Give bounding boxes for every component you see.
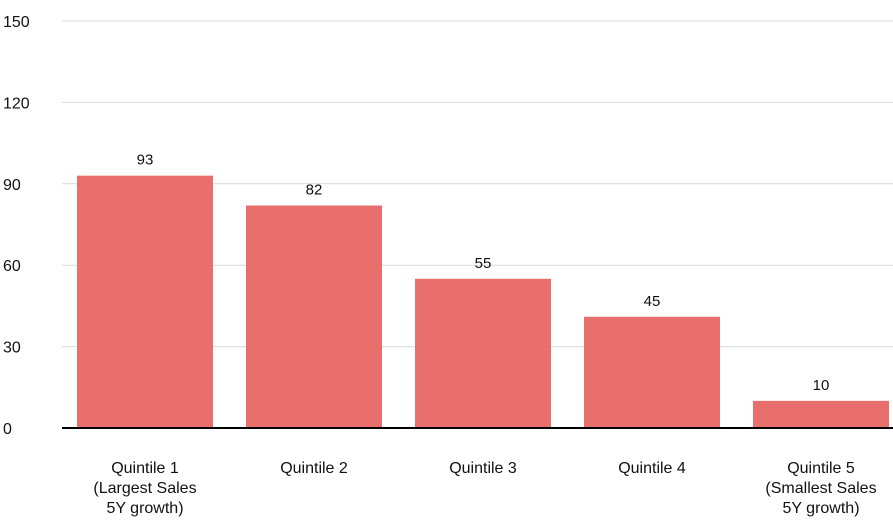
- y-axis-tick-labels: 0 30 60 90 120 150: [3, 14, 30, 438]
- bar: [246, 205, 382, 428]
- data-label: 93: [137, 152, 154, 169]
- y-tick-label: 30: [3, 340, 21, 357]
- data-label: 45: [644, 293, 661, 310]
- bar: [77, 175, 213, 428]
- category-label: (Largest Sales: [93, 480, 196, 497]
- data-label: 55: [475, 255, 492, 272]
- data-label: 82: [306, 182, 323, 199]
- category-label: (Smallest Sales: [765, 480, 876, 497]
- y-tick-label: 150: [3, 14, 30, 31]
- category-labels: Quintile 1 (Largest Sales 5Y growth) Quinti…: [93, 460, 876, 517]
- y-tick-label: 60: [3, 258, 21, 275]
- y-tick-label: 90: [3, 177, 21, 194]
- bar: [753, 400, 889, 428]
- data-labels: 93 82 55 45 10: [137, 152, 830, 394]
- bars: [77, 175, 889, 428]
- bar: [584, 316, 720, 428]
- category-label: 5Y growth): [782, 500, 859, 517]
- category-label: Quintile 5: [787, 460, 855, 477]
- category-label: Quintile 2: [280, 460, 348, 477]
- y-tick-label: 0: [3, 421, 12, 438]
- bar: [415, 278, 551, 428]
- y-tick-label: 120: [3, 95, 30, 112]
- data-label: 10: [813, 377, 830, 394]
- category-label: Quintile 4: [618, 460, 686, 477]
- category-label: Quintile 3: [449, 460, 517, 477]
- category-label: 5Y growth): [106, 500, 183, 517]
- category-label: Quintile 1: [111, 460, 179, 477]
